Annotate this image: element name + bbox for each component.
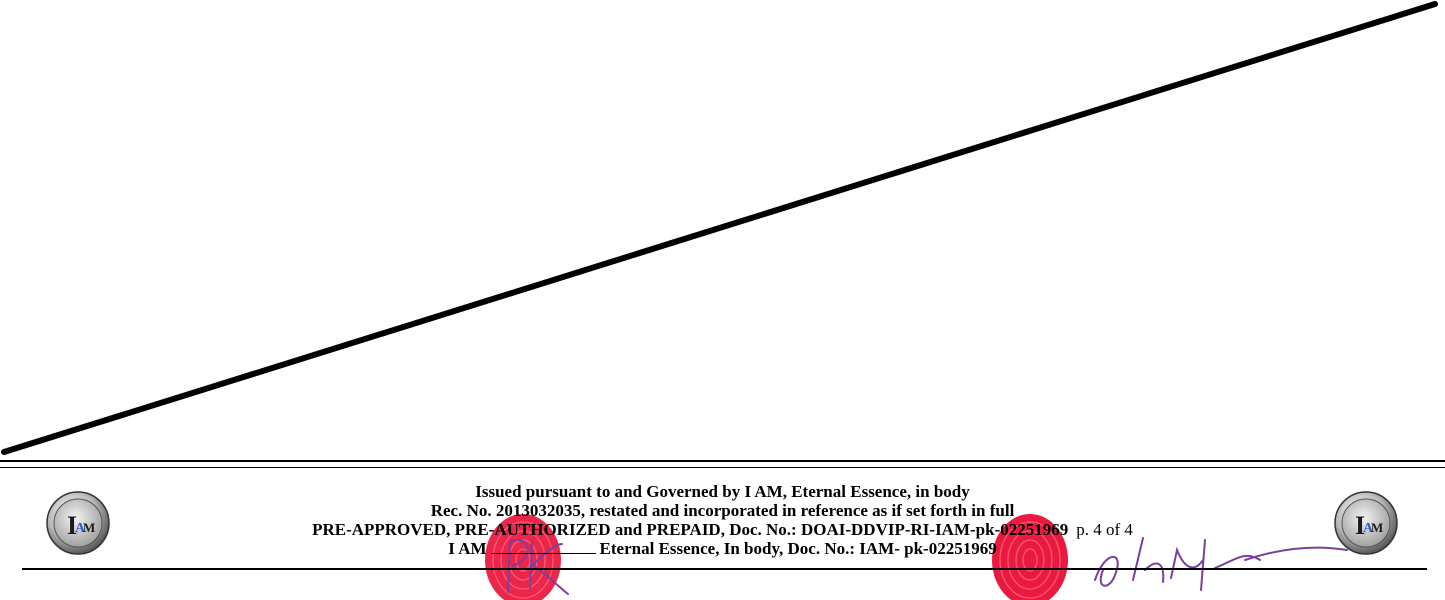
footer-divider-bottom (22, 568, 1427, 570)
signature-blank-line (490, 539, 596, 554)
svg-text:A: A (75, 521, 86, 536)
signatory-suffix: Eternal Essence, In body, Doc. No.: IAM-… (599, 539, 997, 558)
footer-line-approval: PRE-APPROVED, PRE-AUTHORIZED and PREPAID… (150, 520, 1295, 539)
footer-line-signature: I AM Eternal Essence, In body, Doc. No.: … (150, 539, 1295, 558)
svg-text:A: A (1363, 521, 1374, 536)
svg-text:I: I (1355, 511, 1365, 540)
svg-text:I: I (67, 511, 77, 540)
footer-doc-number: PRE-APPROVED, PRE-AUTHORIZED and PREPAID… (312, 520, 1069, 539)
svg-text:M: M (83, 520, 95, 535)
footer-divider-top (0, 460, 1445, 462)
iam-seal-icon: I A M (1334, 491, 1398, 555)
iam-seal-icon: I A M (46, 491, 110, 555)
page-number: p. 4 of 4 (1076, 520, 1133, 539)
cancellation-strike-line (1, 1, 1438, 455)
footer-line-issued: Issued pursuant to and Governed by I AM,… (475, 482, 970, 501)
signatory-prefix: I AM (448, 539, 487, 558)
svg-text:M: M (1371, 520, 1383, 535)
footer-line-record: Rec. No. 2013032035, restated and incorp… (430, 501, 1015, 520)
footer-divider-top-thin (0, 467, 1445, 468)
document-footer: Issued pursuant to and Governed by I AM,… (150, 482, 1295, 558)
